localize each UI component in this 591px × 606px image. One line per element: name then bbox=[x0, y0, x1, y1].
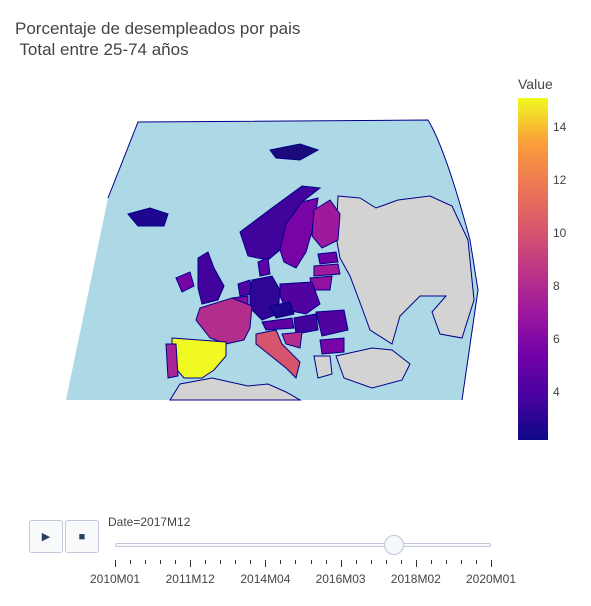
region-latvia[interactable] bbox=[313, 263, 341, 277]
region-estonia[interactable] bbox=[317, 251, 339, 265]
region-france[interactable] bbox=[195, 297, 253, 345]
map-frame bbox=[107, 119, 479, 401]
region-ireland[interactable] bbox=[175, 271, 195, 293]
slider-tick bbox=[250, 560, 252, 564]
map-title: Porcentaje de desempleados por pais Tota… bbox=[15, 19, 301, 59]
region-svalbard[interactable] bbox=[269, 143, 320, 161]
region-greece[interactable] bbox=[313, 355, 333, 379]
region-bulgaria[interactable] bbox=[319, 337, 345, 355]
slider-tick bbox=[370, 560, 372, 564]
colorbar-title: Value bbox=[518, 76, 553, 92]
region-uk[interactable] bbox=[197, 251, 225, 305]
colorbar bbox=[518, 98, 548, 440]
slider-tick bbox=[400, 560, 402, 564]
stop-icon: ■ bbox=[78, 530, 86, 543]
colorbar-tick: 4 bbox=[553, 385, 560, 399]
slider-tick bbox=[235, 560, 237, 564]
slider-tick-label[interactable]: 2010M01 bbox=[89, 572, 141, 586]
region-north-africa[interactable] bbox=[169, 377, 302, 401]
region-czechia[interactable] bbox=[269, 301, 295, 319]
slider-tick bbox=[310, 560, 312, 564]
slider-tick-label[interactable]: 2014M04 bbox=[240, 572, 291, 586]
region-croatia[interactable] bbox=[281, 331, 303, 349]
slider-tick bbox=[460, 560, 462, 564]
slider-tick bbox=[430, 560, 432, 564]
slider-tick bbox=[190, 560, 192, 567]
region-denmark[interactable] bbox=[257, 257, 271, 277]
region-portugal[interactable] bbox=[165, 343, 179, 379]
slider-tick bbox=[355, 560, 357, 564]
slider-tick bbox=[491, 560, 492, 567]
slider-tick bbox=[145, 560, 147, 564]
region-turkey[interactable] bbox=[335, 347, 411, 389]
colorbar-tick: 14 bbox=[553, 120, 567, 134]
slider-tick bbox=[115, 560, 116, 567]
colorbar-tick: 10 bbox=[553, 226, 567, 240]
slider-tick bbox=[280, 560, 282, 564]
colorbar-tick: 12 bbox=[553, 173, 567, 187]
slider-handle[interactable] bbox=[384, 535, 404, 555]
slider-tick bbox=[220, 560, 222, 564]
slider-tick bbox=[295, 560, 297, 564]
region-italy[interactable] bbox=[255, 329, 301, 379]
slider-tick bbox=[160, 560, 162, 564]
slider-tick bbox=[325, 560, 327, 564]
region-romania[interactable] bbox=[315, 309, 349, 337]
play-button[interactable]: ▶ bbox=[29, 520, 63, 553]
region-russia[interactable] bbox=[335, 195, 475, 345]
slider-current-label: Date=2017M12 bbox=[108, 515, 191, 529]
slider-tick bbox=[475, 560, 477, 564]
slider-tick-label[interactable]: 2020M01 bbox=[465, 572, 517, 586]
stop-button[interactable]: ■ bbox=[65, 520, 99, 553]
slider-tick bbox=[265, 560, 267, 567]
slider-tick-label[interactable]: 2018M02 bbox=[390, 572, 441, 586]
slider-tick bbox=[130, 560, 132, 564]
region-iceland[interactable] bbox=[127, 207, 169, 227]
colorbar-tick: 6 bbox=[553, 332, 560, 346]
region-sweden[interactable] bbox=[279, 197, 319, 269]
slider-rail[interactable] bbox=[115, 543, 491, 547]
slider-tick-label[interactable]: 2011M12 bbox=[165, 572, 215, 586]
slider-tick bbox=[205, 560, 207, 564]
slider-tick bbox=[175, 560, 177, 564]
region-finland[interactable] bbox=[311, 199, 341, 249]
slider-tick bbox=[445, 560, 447, 564]
slider-tick bbox=[415, 560, 417, 567]
slider-tick bbox=[385, 560, 387, 564]
region-austria[interactable] bbox=[261, 317, 295, 331]
slider-tick bbox=[340, 560, 342, 567]
region-hungary[interactable] bbox=[293, 313, 319, 335]
play-icon: ▶ bbox=[41, 531, 51, 543]
colorbar-tick: 8 bbox=[553, 279, 560, 293]
slider-tick-label[interactable]: 2016M03 bbox=[315, 572, 366, 586]
